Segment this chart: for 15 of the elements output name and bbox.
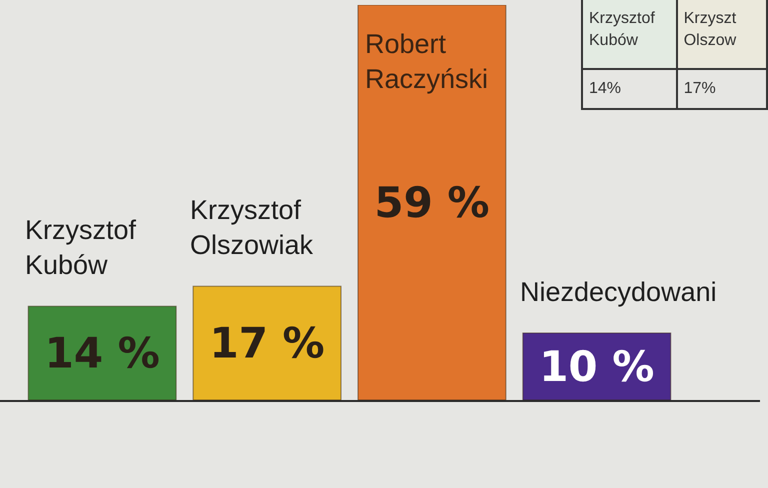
x-tick-label: Niezdecydowani (520, 277, 717, 307)
category-label: Krzyszt Olszow (676, 0, 767, 69)
data-label: 17 % (209, 318, 325, 368)
x-tick-label: Krzysztof Kubów (25, 215, 137, 280)
category-label: Krzysztof Kubów (582, 0, 677, 69)
data-label: 14 % (44, 328, 160, 378)
text: 14% (589, 80, 622, 97)
bar (28, 306, 177, 400)
data-label: 10 % (539, 342, 654, 392)
data-label: 59 % (374, 178, 490, 227)
bar (192, 286, 342, 400)
x-tick-label: Robert Raczyński (365, 29, 488, 94)
text: 17% (684, 80, 716, 97)
x-tick-label: Krzysztof Olszowiak (190, 195, 314, 260)
bar (357, 5, 506, 400)
